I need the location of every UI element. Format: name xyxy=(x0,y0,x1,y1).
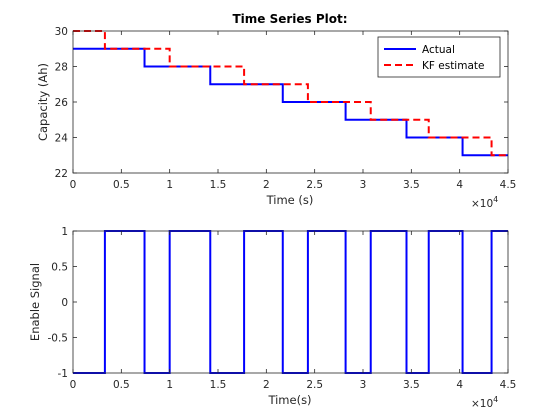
x-tick-label: 0 xyxy=(70,379,77,391)
x-tick-label: 0.5 xyxy=(113,179,130,191)
x-axis-label: Time (s) xyxy=(266,193,314,207)
legend: Actual KF estimate xyxy=(377,36,501,78)
x-tick-label: 4 xyxy=(456,379,463,391)
x-tick-label: 4.5 xyxy=(500,379,517,391)
x-tick-label: 2 xyxy=(263,179,270,191)
x-axis-multiplier: ×104 xyxy=(471,195,498,210)
enable-signal-axes: Enable Signal Time(s) ×104 0 0.5 1 1.5 2 2.5 3… xyxy=(28,226,516,410)
x-tick-label: 2.5 xyxy=(306,179,323,191)
y-tick-label: 28 xyxy=(55,62,68,74)
x-tick-label: 2.5 xyxy=(306,379,323,391)
chart-title: Time Series Plot: xyxy=(232,12,347,26)
legend-label: KF estimate xyxy=(422,60,484,72)
legend-label: Actual xyxy=(422,44,455,56)
x-tick-label: 1.5 xyxy=(210,379,227,391)
y-axis-label: Capacity (Ah) xyxy=(36,63,50,141)
x-tick-label: 0 xyxy=(70,179,77,191)
x-tick-label: 3 xyxy=(360,379,367,391)
series-line-kf-estimate xyxy=(73,30,508,157)
y-tick-label: 0 xyxy=(61,297,68,309)
x-axis-label: Time(s) xyxy=(267,393,311,407)
x-axis-multiplier: ×104 xyxy=(471,395,498,410)
y-tick-label: -0.5 xyxy=(48,333,69,345)
x-tick-label: 3.5 xyxy=(403,379,420,391)
x-tick-label: 4.5 xyxy=(500,179,517,191)
y-tick-label: 30 xyxy=(55,26,68,38)
x-tick-label: 1 xyxy=(166,179,173,191)
y-tick-label: -1 xyxy=(58,368,68,380)
y-axis-label: Enable Signal xyxy=(28,263,42,341)
y-tick-label: 22 xyxy=(55,168,68,180)
x-tick-label: 1 xyxy=(166,379,173,391)
y-tick-label: 0.5 xyxy=(51,262,68,274)
plot-area xyxy=(73,231,508,373)
x-tick-label: 4 xyxy=(456,179,463,191)
y-tick-label: 24 xyxy=(55,133,69,145)
y-tick-label: 26 xyxy=(55,97,69,109)
y-tick-label: 1 xyxy=(61,226,68,238)
capacity-axes: Time Series Plot: Capacity (Ah) Time (s)… xyxy=(36,12,516,210)
x-tick-label: 1.5 xyxy=(210,179,227,191)
x-tick-label: 0.5 xyxy=(113,379,130,391)
x-tick-label: 3.5 xyxy=(403,179,420,191)
legend-box xyxy=(377,36,501,78)
x-tick-label: 2 xyxy=(263,379,270,391)
x-tick-label: 3 xyxy=(360,179,367,191)
